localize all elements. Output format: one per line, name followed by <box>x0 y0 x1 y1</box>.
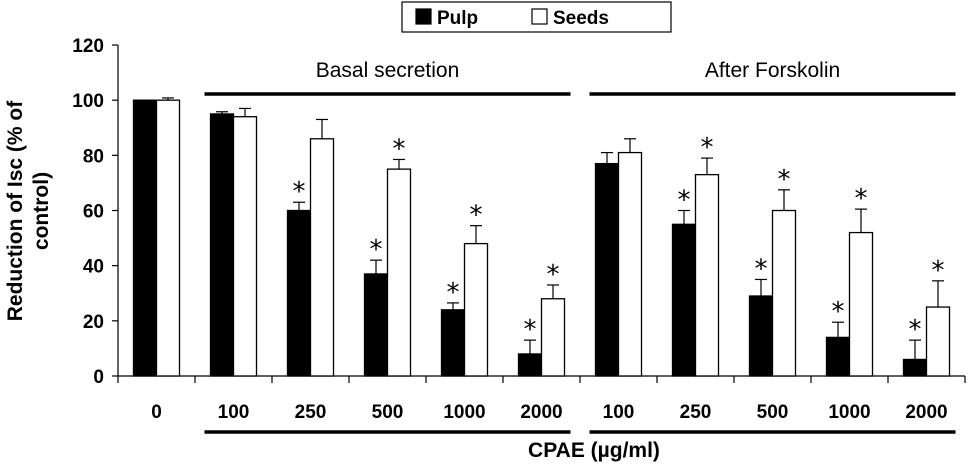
significance-star: * <box>524 315 537 345</box>
bar-pulp <box>132 99 158 377</box>
bar-seeds <box>925 306 951 377</box>
bar-pulp <box>671 223 697 377</box>
legend: Pulp Seeds <box>401 1 672 33</box>
bar-pulp <box>825 336 851 377</box>
legend-swatch-pulp <box>415 8 432 25</box>
significance-star: * <box>755 254 768 284</box>
y-axis-title-line: control) <box>30 172 53 250</box>
group-brackets: Basal secretion After Forskolin <box>204 59 956 434</box>
y-axis: 0 20 40 60 80 100 120 <box>72 36 119 388</box>
significance-star: * <box>370 235 383 265</box>
legend-swatch-seeds <box>531 8 548 25</box>
y-axis-title: Reduction of Isc (% of control) <box>4 100 53 322</box>
significance-star: * <box>470 201 483 231</box>
x-tick-label: 1000 <box>828 402 870 423</box>
x-tick-label: 500 <box>372 402 404 423</box>
bar-seeds <box>617 151 643 377</box>
y-tick-label: 100 <box>72 91 104 112</box>
significance-star: * <box>778 165 791 195</box>
significance-star: * <box>547 260 560 290</box>
significance-star: * <box>855 184 868 214</box>
y-tick-label: 120 <box>72 36 104 57</box>
bar-seeds <box>694 173 720 377</box>
x-tick-label: 100 <box>603 402 635 423</box>
y-tick-label: 60 <box>83 202 104 223</box>
bar-pulp <box>440 309 466 377</box>
significance-star: * <box>909 315 922 345</box>
legend-label-pulp: Pulp <box>437 8 478 29</box>
bar-seeds <box>771 209 797 377</box>
bar-seeds <box>463 242 489 377</box>
y-tick-label: 80 <box>83 146 104 167</box>
bar-seeds <box>848 231 874 377</box>
x-tick-label: 0 <box>151 402 162 423</box>
x-tick-label: 2000 <box>905 402 947 423</box>
y-tick-label: 20 <box>83 312 104 333</box>
bar-seeds <box>309 138 335 377</box>
bar-seeds <box>540 298 566 377</box>
bar-pulp <box>517 353 543 377</box>
axis-titles: CPAE (µg/ml) Reduction of Isc (% of contro… <box>4 100 660 462</box>
x-tick-label: 2000 <box>520 402 562 423</box>
y-tick-label: 0 <box>93 367 104 388</box>
x-tick-label: 100 <box>218 402 250 423</box>
significance-star: * <box>832 297 845 327</box>
significance-star: * <box>701 133 714 163</box>
x-tick-label: 1000 <box>443 402 485 423</box>
significance-star: * <box>447 278 460 308</box>
significance-star: * <box>293 177 306 207</box>
x-tick-label: 250 <box>680 402 712 423</box>
bar-seeds <box>155 99 181 377</box>
significance-star: * <box>932 256 945 286</box>
x-tick-label: 250 <box>295 402 327 423</box>
x-tick-label: 500 <box>757 402 789 423</box>
legend-label-seeds: Seeds <box>553 8 609 29</box>
significance-star: * <box>678 186 691 216</box>
group-title: Basal secretion <box>316 59 460 82</box>
group-title: After Forskolin <box>705 59 840 82</box>
bar-pulp <box>286 209 312 377</box>
bars: * * * * * * * * * * * * * * * <box>132 97 951 377</box>
bar-pulp <box>363 273 389 377</box>
bar-pulp <box>748 295 774 377</box>
bar-seeds <box>386 168 412 377</box>
x-axis: 0 100 250 500 1000 2000 100 250 500 1000 2000 <box>117 375 966 423</box>
significance-star: * <box>393 134 406 164</box>
bar-pulp <box>902 358 928 377</box>
x-axis-title: CPAE (µg/ml) <box>528 439 660 462</box>
bar-pulp <box>594 162 620 377</box>
y-axis-title-line: Reduction of Isc (% of <box>4 100 27 322</box>
y-tick-label: 40 <box>83 257 104 278</box>
bar-seeds <box>232 116 258 377</box>
bar-pulp <box>209 113 235 377</box>
